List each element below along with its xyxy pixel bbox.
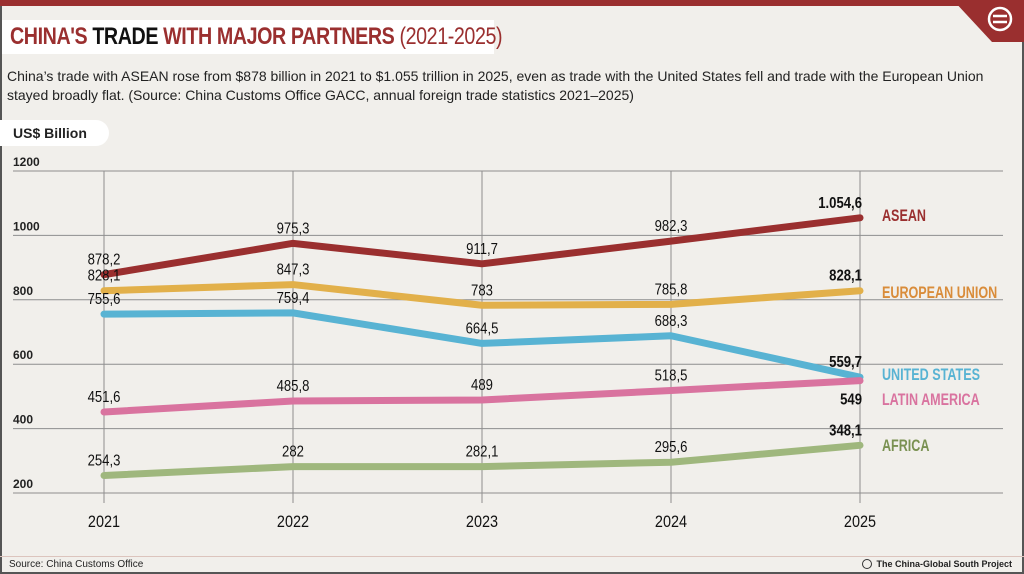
- legend-label-latin-america: LATIN AMERICA: [882, 390, 980, 409]
- legend-label-asean: ASEAN: [882, 206, 926, 225]
- data-label: 982,3: [655, 218, 688, 235]
- credit-text: The China-Global South Project: [876, 559, 1012, 569]
- data-label: 282: [282, 443, 304, 460]
- frame-border-left: [0, 6, 2, 574]
- frame-border-bottom: [0, 572, 1024, 574]
- data-label: 785,8: [655, 281, 688, 298]
- data-label: 254,3: [88, 452, 121, 469]
- cgsp-small-logo-icon: [862, 559, 873, 569]
- x-tick-label: 2021: [88, 513, 120, 531]
- data-label: 559,7: [829, 354, 862, 371]
- source-note: Source: China Customs Office: [9, 559, 144, 570]
- x-tick-label: 2024: [655, 513, 687, 531]
- y-axis-unit-label: US$ Billion: [0, 120, 109, 146]
- legend-label-european-union: EUROPEAN UNION: [882, 283, 997, 302]
- y-tick-label: 800: [13, 284, 33, 298]
- data-label: 1.054,6: [818, 195, 862, 212]
- data-label: 518,5: [655, 367, 688, 384]
- data-label: 847,3: [277, 261, 310, 278]
- y-tick-label: 400: [13, 413, 33, 427]
- credit: The China-Global South Project: [862, 559, 1012, 569]
- data-label: 911,7: [466, 241, 498, 258]
- data-label: 451,6: [88, 389, 121, 406]
- cgsp-logo-icon: [987, 6, 1013, 32]
- y-tick-label: 1000: [13, 219, 40, 233]
- footer-divider: [0, 556, 1024, 557]
- data-label: 282,1: [466, 443, 499, 460]
- title-part-3: WITH MAJOR PARTNERS: [158, 23, 400, 50]
- data-label: 878,2: [88, 251, 121, 268]
- x-tick-label: 2025: [844, 513, 876, 531]
- frame-border-right: [1022, 6, 1024, 574]
- page-title: CHINA'S TRADE WITH MAJOR PARTNERS (2021-…: [10, 22, 503, 52]
- data-label: 755,6: [88, 291, 121, 308]
- data-label: 489: [471, 377, 493, 394]
- legend-label-united-states: UNITED STATES: [882, 365, 980, 384]
- y-tick-label: 600: [13, 348, 33, 362]
- data-label: 295,6: [655, 439, 688, 456]
- data-label: 549: [840, 391, 862, 408]
- x-tick-label: 2023: [466, 513, 498, 531]
- title-part-4: (2021-2025): [399, 23, 503, 50]
- data-label: 828,1: [88, 268, 121, 285]
- subtitle: China’s trade with ASEAN rose from $878 …: [7, 68, 984, 103]
- data-label: 759,4: [277, 290, 310, 307]
- data-label: 975,3: [277, 220, 310, 237]
- title-part-1: CHINA'S: [10, 23, 93, 50]
- data-label: 348,1: [829, 422, 862, 439]
- data-label: 783: [471, 282, 493, 299]
- x-tick-label: 2022: [277, 513, 309, 531]
- legend-label-africa: AFRICA: [882, 436, 930, 455]
- title-part-2: TRADE: [92, 23, 159, 50]
- title-background: [2, 20, 494, 54]
- y-tick-label: 200: [13, 477, 33, 491]
- y-tick-label: 1200: [13, 155, 40, 169]
- data-label: 664,5: [466, 320, 499, 337]
- data-label: 688,3: [655, 313, 688, 330]
- top-brand-bar: [0, 0, 1024, 6]
- data-label: 828,1: [829, 268, 862, 285]
- data-label: 485,8: [277, 378, 310, 395]
